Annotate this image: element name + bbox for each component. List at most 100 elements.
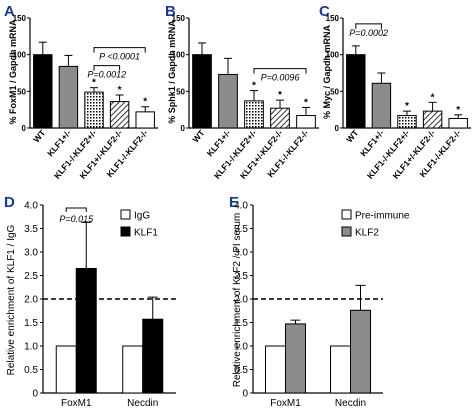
p-value-bracket-d — [65, 207, 87, 212]
bar-d — [142, 318, 164, 394]
y-axis-label-e: Relative enrichment of KLF2 / PI serum — [232, 213, 243, 388]
panel-a: A % FoxM1 / Gapdh mRNA 050100150WTKLF1+/… — [4, 3, 158, 181]
p-value-bracket-a — [93, 47, 146, 53]
bar-d — [75, 267, 97, 394]
plot-area-c: 050100150WTKLF1+/-*KLF1-/-KLF2+/-*KLF1+/… — [326, 14, 471, 181]
y-tick-label-e: 0 — [242, 389, 248, 400]
legend-swatch-d — [120, 226, 131, 237]
panel-label-b: B — [165, 3, 176, 20]
y-tick-label-e: 4.0 — [234, 201, 248, 212]
bar-c — [422, 110, 443, 129]
y-tick-label-a: 0 — [22, 124, 27, 133]
y-tick-label-d: 3.0 — [24, 248, 38, 259]
significance-star-c: * — [456, 105, 460, 116]
p-value-label-d: P=0.015 — [59, 214, 94, 224]
bar-a — [135, 111, 155, 129]
bar-e — [265, 345, 286, 394]
y-tick-label-e: 1.0 — [234, 342, 248, 353]
plot-area-e: 0 0.5 1.0 1.5 2.0 2.5 3.0 3.5 4.0 FoxM1 Necdin Pre-… — [234, 201, 410, 409]
y-tick-label-d: 2.0 — [24, 295, 38, 306]
x-tick-label-d: FoxM1 — [61, 398, 92, 409]
x-tick-label-e: FoxM1 — [270, 398, 301, 409]
y-tick-label-b: 0 — [181, 124, 186, 133]
bar-a — [58, 65, 79, 129]
y-tick-label-b: 50 — [176, 87, 185, 96]
legend-label-e: KLF2 — [355, 228, 379, 239]
bar-e — [350, 309, 371, 394]
legend-label-d: KLF1 — [134, 228, 158, 239]
plot-area-d: 0 0.5 1.0 1.5 2.0 2.5 3.0 3.5 4.0 FoxM1 Necdin P=0.… — [24, 201, 176, 409]
bar-e — [285, 323, 306, 394]
y-tick-label-e: 2.5 — [234, 271, 248, 282]
bar-b — [296, 115, 316, 129]
legend-swatch-d — [120, 209, 131, 220]
panel-label-d: D — [4, 194, 15, 211]
y-axis-label-d: Relative enrichment of KLF1 / IgG — [6, 224, 17, 375]
y-tick-label-c: 50 — [330, 87, 339, 96]
panel-c: C % Myc / Gapdh mRNA 050100150WTKLF1+/-*… — [319, 3, 471, 181]
legend-swatch-e — [341, 226, 352, 237]
y-tick-label-e: 0.5 — [234, 365, 248, 376]
y-axis-label-b: % Sphk1 / Gapdh mRNA — [167, 20, 177, 124]
y-tick-label-a: 150 — [13, 14, 27, 23]
y-tick-label-b: 100 — [172, 51, 186, 60]
bar-b — [218, 73, 238, 129]
x-tick-label-c: WT — [344, 127, 361, 144]
panel-d: D Relative enrichment of KLF1 / IgG 0 0.5… — [4, 194, 176, 409]
significance-star-b: * — [304, 97, 308, 108]
p-value-bracket-c — [355, 23, 382, 29]
bar-a — [84, 91, 104, 129]
y-axis-label-c: % Myc / Gapdh mRNA — [322, 24, 332, 119]
significance-star-a: * — [143, 97, 147, 108]
y-tick-label-d: 1.5 — [24, 318, 38, 329]
x-tick-label-e: Necdin — [335, 398, 366, 409]
x-tick-label-a: WT — [31, 127, 48, 144]
significance-star-b: * — [278, 90, 282, 101]
panel-b: B % Sphk1 / Gapdh mRNA 050100150WTKLF1+/… — [165, 3, 319, 181]
panel-label-e: E — [229, 194, 239, 211]
y-tick-label-e: 3.0 — [234, 248, 248, 259]
y-tick-label-c: 150 — [326, 14, 340, 23]
x-tick-label-d: Necdin — [127, 398, 158, 409]
y-tick-label-b: 150 — [172, 14, 186, 23]
legend-label-d: IgG — [134, 211, 150, 222]
y-tick-label-e: 1.5 — [234, 318, 248, 329]
bar-c — [346, 54, 366, 129]
bar-c — [448, 117, 468, 129]
p-value-label-a: P=0.0012 — [87, 70, 126, 80]
significance-star-a: * — [92, 78, 96, 89]
legend-label-e: Pre-immune — [355, 211, 410, 222]
bar-a — [33, 54, 53, 129]
x-tick-label-b: WT — [190, 127, 207, 144]
p-value-label-c: P=0.0002 — [349, 28, 388, 38]
bar-c — [371, 82, 392, 129]
bar-b — [192, 54, 212, 129]
y-tick-label-e: 3.5 — [234, 224, 248, 235]
bar-c — [397, 115, 417, 129]
plot-area-b: 050100150WTKLF1+/-*KLF1-/-KLF2+/-*KLF1+/… — [172, 14, 319, 181]
significance-star-b: * — [252, 81, 256, 92]
bar-b — [244, 100, 264, 129]
bar-e — [330, 345, 351, 394]
y-tick-label-d: 0.5 — [24, 365, 38, 376]
bar-b — [270, 107, 290, 129]
bar-a — [109, 101, 130, 129]
y-tick-label-a: 100 — [13, 51, 27, 60]
plot-area-a: 050100150WTKLF1+/-*KLF1-/-KLF2+/-*KLF1+/… — [13, 14, 158, 181]
bar-d — [55, 345, 77, 394]
y-axis-label-a: % FoxM1 / Gapdh mRNA — [8, 19, 18, 125]
y-tick-label-d: 0 — [32, 389, 38, 400]
panel-label-c: C — [319, 3, 330, 20]
y-tick-label-c: 100 — [326, 51, 340, 60]
y-tick-label-e: 2.0 — [234, 295, 248, 306]
significance-star-a: * — [118, 85, 122, 96]
y-tick-label-d: 3.5 — [24, 224, 38, 235]
significance-star-c: * — [405, 101, 409, 112]
p-value-label-b: P=0.0096 — [261, 73, 300, 83]
p-value-bracket-a — [93, 65, 121, 71]
p-value-bracket-b — [253, 68, 307, 74]
p-value-label-a: P <0.0001 — [99, 52, 140, 62]
significance-star-c: * — [431, 92, 435, 103]
panel-e: E Relative enrichment of KLF2 / PI serum… — [229, 194, 410, 409]
bar-d — [122, 345, 144, 394]
